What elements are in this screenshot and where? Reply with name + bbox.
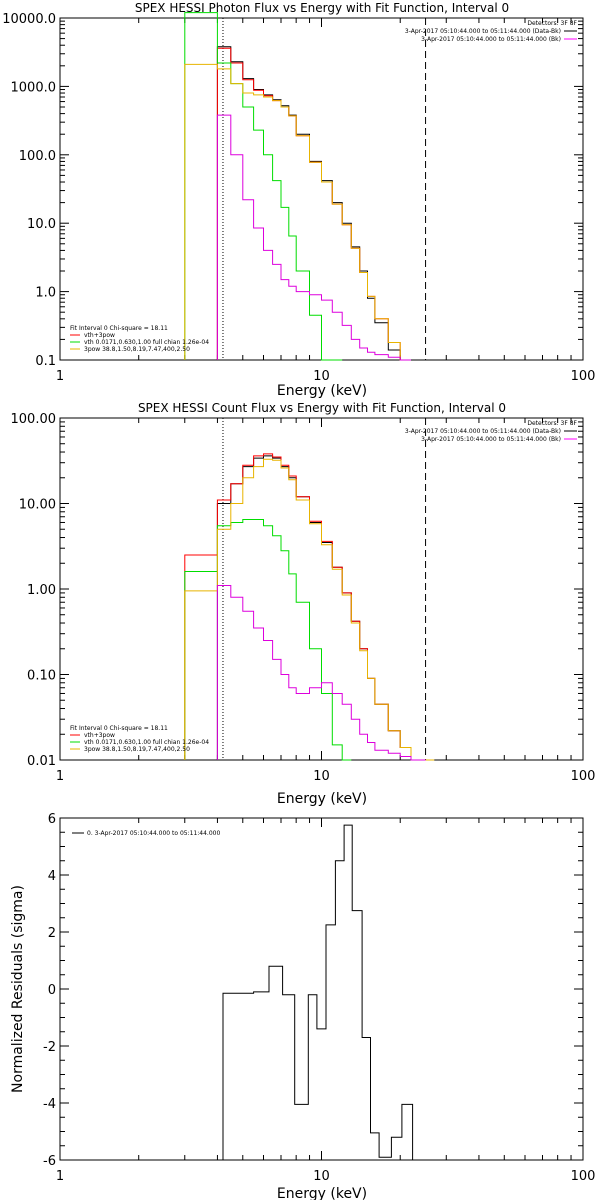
series-0-line bbox=[222, 824, 427, 1161]
series-vth-line bbox=[184, 12, 343, 361]
x-axis: 1 10 100 bbox=[56, 418, 596, 784]
y-tick-label: 100.00 bbox=[11, 412, 57, 427]
y-tick-label: 1.0 bbox=[35, 286, 56, 301]
x-axis-label: Energy (keV) bbox=[277, 791, 367, 807]
photon-flux-panel: SPEX HESSI Photon Flux vs Energy with Fi… bbox=[2, 1, 595, 399]
plot-frame bbox=[59, 417, 584, 761]
time-interval-legend: Detectors: 3F 8F3-Apr-2017 05:10:44.000 … bbox=[405, 20, 578, 43]
fit-legend-entry: vth 0.0171,0.630,1.00 full chian 1.26e-0… bbox=[84, 339, 209, 346]
y-axis-label: Normalized Residuals (sigma) bbox=[10, 885, 26, 1093]
time-legend-entry: 3-Apr-2017 05:10:44.000 to 05:11:44.000 … bbox=[421, 36, 561, 43]
x-tick-label: 100 bbox=[571, 769, 596, 784]
data-series bbox=[222, 824, 427, 1161]
data-series bbox=[184, 12, 411, 361]
time-interval-legend: Detectors: 3F 8F3-Apr-2017 05:10:44.000 … bbox=[405, 420, 578, 443]
y-tick-label: 0.1 bbox=[35, 354, 56, 369]
residual-legend: 0. 3-Apr-2017 05:10:44.000 to 05:11:44.0… bbox=[72, 830, 220, 837]
series-3pow-line bbox=[184, 458, 435, 761]
y-axis: 0.01 0.10 1.00 10.00 100.00 bbox=[11, 412, 583, 769]
y-tick-label: 10000.0 bbox=[2, 12, 56, 27]
y-tick-label: 6 bbox=[48, 812, 56, 827]
detectors-label: Detectors: 3F 8F bbox=[527, 420, 577, 427]
y-tick-label: 2 bbox=[48, 926, 56, 941]
chart-title: SPEX HESSI Photon Flux vs Energy with Fi… bbox=[135, 1, 509, 15]
y-tick-label: 1000.0 bbox=[11, 80, 57, 95]
x-tick-label: 10 bbox=[313, 369, 330, 384]
fit-legend-entry: Fit Interval 0 Chi-square = 18.11 bbox=[70, 725, 168, 732]
y-axis: 0.1 1.0 10.0 100.0 1000.0 10000.0 bbox=[2, 12, 583, 369]
fit-legend-entry: vth+3pow bbox=[84, 732, 115, 739]
y-tick-label: -2 bbox=[43, 1040, 56, 1055]
fit-legend: Fit Interval 0 Chi-square = 18.11vth+3po… bbox=[70, 325, 209, 353]
y-tick-label: 4 bbox=[48, 869, 56, 884]
series-3pow-line bbox=[184, 63, 411, 361]
y-tick-label: 0 bbox=[48, 983, 56, 998]
fit-legend-entry: 3pow 38.8,1.50,8.19,7.47,400,2.50 bbox=[84, 746, 190, 753]
energy-range-markers bbox=[222, 18, 427, 360]
data-series bbox=[184, 453, 435, 761]
plot-frame bbox=[59, 817, 584, 1161]
x-tick-label: 1 bbox=[56, 769, 64, 784]
x-axis-label: Energy (keV) bbox=[277, 1186, 367, 1200]
x-tick-label: 1 bbox=[56, 1169, 64, 1184]
plot-frame bbox=[59, 17, 584, 361]
series-vth-line bbox=[184, 519, 352, 761]
y-tick-label: -6 bbox=[43, 1154, 56, 1169]
y-tick-label: 0.01 bbox=[27, 754, 56, 769]
detectors-label: Detectors: 3F 8F bbox=[527, 20, 577, 27]
series-vth-3pow-line bbox=[216, 47, 411, 361]
time-legend-entry: 3-Apr-2017 05:10:44.000 to 05:11:44.000 … bbox=[405, 28, 561, 35]
count-flux-panel: SPEX HESSI Count Flux vs Energy with Fit… bbox=[11, 401, 596, 807]
x-tick-label: 1 bbox=[56, 369, 64, 384]
series-data-bk-line bbox=[216, 455, 426, 761]
x-axis: 1 10 100 bbox=[56, 18, 596, 384]
series-bk-line bbox=[216, 585, 426, 761]
x-tick-label: 10 bbox=[313, 769, 330, 784]
fit-legend-entry: vth 0.0171,0.630,1.00 full chian 1.26e-0… bbox=[84, 739, 209, 746]
fit-legend-entry: Fit Interval 0 Chi-square = 18.11 bbox=[70, 325, 168, 332]
x-tick-label: 100 bbox=[571, 1169, 596, 1184]
fit-legend: Fit Interval 0 Chi-square = 18.11vth+3po… bbox=[70, 725, 209, 753]
legend-entry: 0. 3-Apr-2017 05:10:44.000 to 05:11:44.0… bbox=[87, 830, 220, 837]
y-tick-label: 100.0 bbox=[19, 149, 56, 164]
time-legend-entry: 3-Apr-2017 05:10:44.000 to 05:11:44.000 … bbox=[421, 436, 561, 443]
x-axis: 1 10 100 bbox=[56, 818, 596, 1184]
y-tick-label: 0.10 bbox=[27, 669, 56, 684]
series-bk-line bbox=[216, 114, 411, 361]
chart-title: SPEX HESSI Count Flux vs Energy with Fit… bbox=[138, 401, 506, 415]
fit-legend-entry: 3pow 38.8,1.50,8.19,7.47,400,2.50 bbox=[84, 346, 190, 353]
energy-range-markers bbox=[222, 418, 427, 760]
x-axis-label: Energy (keV) bbox=[277, 383, 367, 399]
y-tick-label: 10.0 bbox=[27, 217, 56, 232]
y-axis: -6 -4 -2 0 2 4 6 bbox=[43, 812, 583, 1169]
x-tick-label: 10 bbox=[313, 1169, 330, 1184]
series-data-bk-line bbox=[216, 46, 411, 361]
time-legend-entry: 3-Apr-2017 05:10:44.000 to 05:11:44.000 … bbox=[405, 428, 561, 435]
y-tick-label: 1.00 bbox=[27, 583, 56, 598]
fit-legend-entry: vth+3pow bbox=[84, 332, 115, 339]
y-tick-label: -4 bbox=[43, 1097, 56, 1112]
residuals-panel: -6 -4 -2 0 2 4 6 1 10 100 0. 3-Apr-2017 05:10:44… bbox=[10, 812, 595, 1200]
y-tick-label: 10.00 bbox=[19, 498, 56, 513]
x-tick-label: 100 bbox=[571, 369, 596, 384]
